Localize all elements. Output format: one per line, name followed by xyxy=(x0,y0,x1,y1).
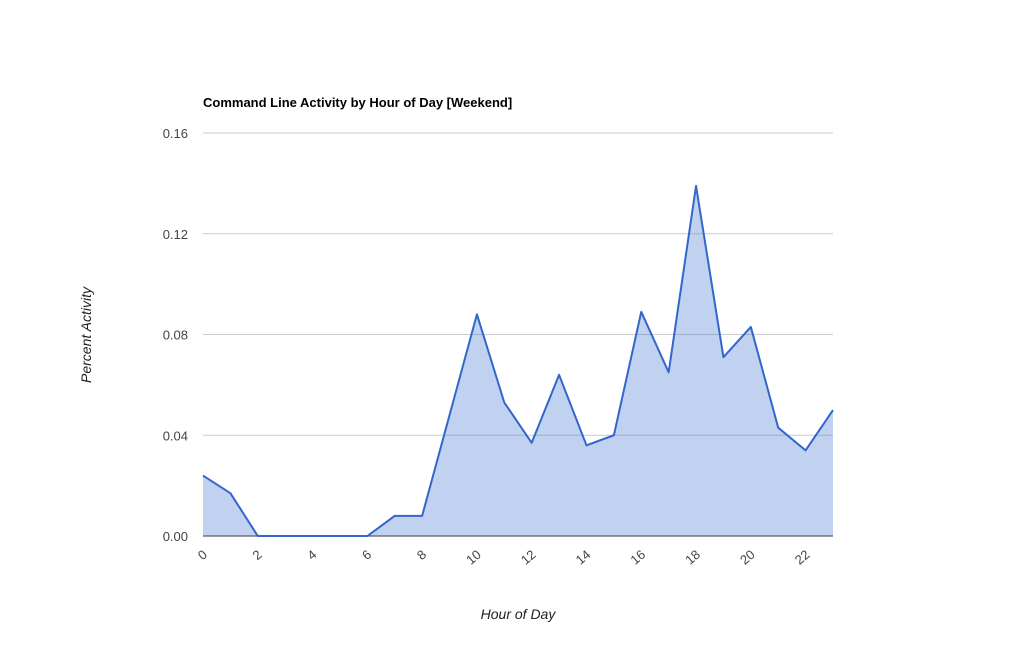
chart-title: Command Line Activity by Hour of Day [We… xyxy=(203,95,512,110)
x-tick-label: 18 xyxy=(682,547,703,568)
x-axis-title: Hour of Day xyxy=(481,606,557,622)
y-tick-label: 0.08 xyxy=(163,328,188,343)
x-tick-label: 22 xyxy=(792,547,813,568)
x-tick-label: 14 xyxy=(573,547,594,568)
y-tick-label: 0.04 xyxy=(163,428,188,443)
x-tick-label: 20 xyxy=(737,547,758,568)
area-fill xyxy=(203,185,833,537)
area-line xyxy=(202,184,834,537)
x-tick-label: 8 xyxy=(414,547,429,563)
y-tick-label: 0.12 xyxy=(163,227,188,242)
y-axis-title: Percent Activity xyxy=(78,286,94,383)
y-tick-label: 0.16 xyxy=(163,126,188,141)
x-tick-label: 6 xyxy=(359,547,374,563)
x-tick-label: 4 xyxy=(304,547,319,563)
x-tick-label: 16 xyxy=(627,547,648,568)
x-tick-label: 12 xyxy=(518,547,539,568)
x-tick-label: 0 xyxy=(195,547,210,563)
x-tick-label: 10 xyxy=(463,547,484,568)
x-tick-label: 2 xyxy=(250,547,265,563)
y-tick-label: 0.00 xyxy=(163,529,188,544)
